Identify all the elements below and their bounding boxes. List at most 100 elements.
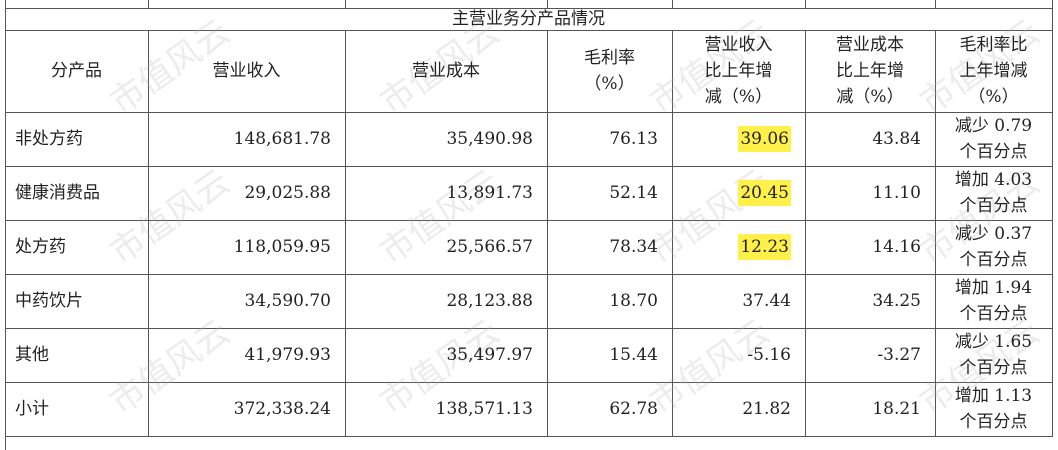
- header-cell: 营业成本 比上年增 减（%）: [805, 30, 935, 112]
- data-cell: 20.45: [672, 166, 805, 220]
- cell-text: 25,566.57: [446, 237, 533, 257]
- cell-text: 138,571.13: [435, 399, 533, 419]
- data-cell: 148,681.78: [148, 112, 345, 166]
- data-cell: 52.14: [547, 166, 672, 220]
- cell-text: 个百分点: [959, 196, 1028, 216]
- cell-text: 76.13: [609, 129, 658, 149]
- border: [345, 30, 346, 436]
- cell-text: 34.25: [872, 291, 921, 311]
- cell-text: 15.44: [609, 345, 658, 365]
- cell-text: 37.44: [742, 291, 791, 311]
- cell-text: 比上年增: [704, 61, 773, 81]
- cell-text: 28,123.88: [446, 291, 533, 311]
- cell-text: 个百分点: [959, 142, 1028, 162]
- data-cell: 增加 1.13 个百分点: [935, 382, 1052, 436]
- cell-text: 减少 0.37: [954, 224, 1033, 244]
- cell-text: 20.45: [738, 180, 791, 206]
- data-cell: -5.16: [672, 328, 805, 382]
- cell-text: 个百分点: [959, 250, 1028, 270]
- cell-text: 34,590.70: [244, 291, 331, 311]
- cell-text: 增加 1.94: [954, 278, 1033, 298]
- data-cell: 增加 4.03 个百分点: [935, 166, 1052, 220]
- cell-text: 健康消费品: [15, 183, 100, 203]
- cell-text: 372,338.24: [233, 399, 331, 419]
- border: [672, 30, 673, 436]
- data-cell: 43.84: [805, 112, 935, 166]
- cell-text: 减少 0.79: [954, 116, 1033, 136]
- border: [547, 30, 548, 436]
- cell-text: 18.70: [609, 291, 658, 311]
- cell-text: 148,681.78: [233, 129, 331, 149]
- table-title: 主营业务分产品情况: [5, 8, 1052, 30]
- border: [547, 0, 548, 8]
- border: [5, 436, 1053, 437]
- header-cell: 毛利率 （%）: [547, 30, 672, 112]
- border: [672, 0, 673, 8]
- cell-text: 12.23: [738, 234, 791, 260]
- data-cell: 76.13: [547, 112, 672, 166]
- cell-text: 21.82: [742, 399, 791, 419]
- row-label: 健康消费品: [5, 166, 148, 220]
- border: [5, 166, 1053, 167]
- cell-text: 减（%）: [836, 87, 904, 107]
- cell-text: 14.16: [872, 237, 921, 257]
- border: [5, 274, 1053, 275]
- header-cell: 营业收入比上年增减（%）: [672, 30, 805, 112]
- data-cell: 78.34: [547, 220, 672, 274]
- data-cell: 13,891.73: [345, 166, 547, 220]
- border: [805, 30, 806, 436]
- cell-text: 毛利率: [584, 48, 635, 68]
- header-cell: 分产品: [5, 30, 148, 112]
- border: [5, 382, 1053, 383]
- cell-text: 增加 4.03: [954, 170, 1033, 190]
- border: [148, 30, 149, 436]
- cell-text: -5.16: [747, 345, 791, 365]
- cell-text: 35,490.98: [446, 129, 533, 149]
- cell-text: 增加 1.13: [954, 386, 1033, 406]
- cell-text: 41,979.93: [244, 345, 331, 365]
- border: [345, 0, 346, 8]
- data-cell: 37.44: [672, 274, 805, 328]
- border: [5, 0, 6, 450]
- border: [5, 8, 1053, 9]
- data-cell: 34.25: [805, 274, 935, 328]
- cell-text: -3.27: [877, 345, 921, 365]
- border: [805, 0, 806, 8]
- data-cell: 增加 1.94 个百分点: [935, 274, 1052, 328]
- cell-text: 个百分点: [959, 304, 1028, 324]
- data-cell: 减少 0.79 个百分点: [935, 112, 1052, 166]
- border: [148, 0, 149, 8]
- data-cell: 118,059.95: [148, 220, 345, 274]
- data-cell: 39.06: [672, 112, 805, 166]
- border: [935, 30, 936, 436]
- cell-text: 营业收入: [704, 35, 773, 55]
- data-cell: 18.21: [805, 382, 935, 436]
- cell-text: 营业成本: [412, 61, 480, 81]
- data-cell: 25,566.57: [345, 220, 547, 274]
- cell-text: 减少 1.65: [954, 332, 1033, 352]
- data-cell: 138,571.13: [345, 382, 547, 436]
- border: [5, 328, 1053, 329]
- data-cell: 28,123.88: [345, 274, 547, 328]
- data-cell: 35,497.97: [345, 328, 547, 382]
- row-label: 小计: [5, 382, 148, 436]
- cell-text: 52.14: [609, 183, 658, 203]
- row-label: 非处方药: [5, 112, 148, 166]
- data-cell: 12.23: [672, 220, 805, 274]
- cell-text: 毛利率比: [959, 35, 1028, 55]
- cell-text: 个百分点: [959, 412, 1028, 432]
- header-cell: 毛利率比 上年增减 （%）: [935, 30, 1052, 112]
- data-cell: 18.70: [547, 274, 672, 328]
- data-cell: 14.16: [805, 220, 935, 274]
- data-cell: 41,979.93: [148, 328, 345, 382]
- row-label: 中药饮片: [5, 274, 148, 328]
- cell-text: 营业收入: [212, 61, 281, 81]
- cell-text: 78.34: [609, 237, 658, 257]
- row-label: 处方药: [5, 220, 148, 274]
- cell-text: 43.84: [872, 129, 921, 149]
- cell-text: 非处方药: [15, 129, 83, 149]
- data-cell: 21.82: [672, 382, 805, 436]
- cell-text: 11.10: [872, 183, 921, 203]
- cell-text: 减（%）: [704, 87, 773, 107]
